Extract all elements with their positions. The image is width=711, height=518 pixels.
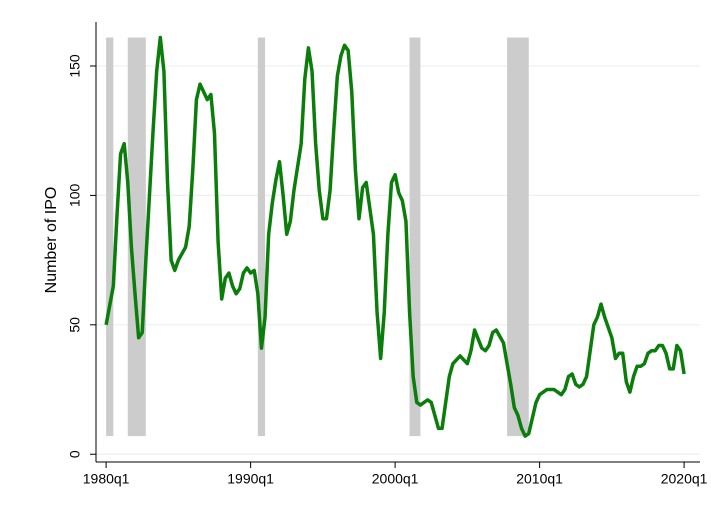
recession-band [106, 37, 114, 437]
x-tick-label: 1980q1 [83, 471, 130, 487]
recession-band [507, 37, 529, 437]
x-tick-label: 2020q1 [661, 471, 708, 487]
x-tick-label: 2010q1 [516, 471, 563, 487]
y-tick-label: 50 [67, 317, 83, 333]
x-tick-label: 1990q1 [227, 471, 274, 487]
recession-band [257, 37, 266, 437]
line-series [104, 35, 686, 438]
y-tick-label: 0 [67, 450, 83, 458]
y-tick-label: 100 [67, 184, 83, 208]
x-tick-label: 2000q1 [372, 471, 419, 487]
y-tick-label: 150 [67, 54, 83, 78]
recession-band [409, 37, 421, 437]
y-axis-label: Number of IPO [43, 187, 60, 294]
